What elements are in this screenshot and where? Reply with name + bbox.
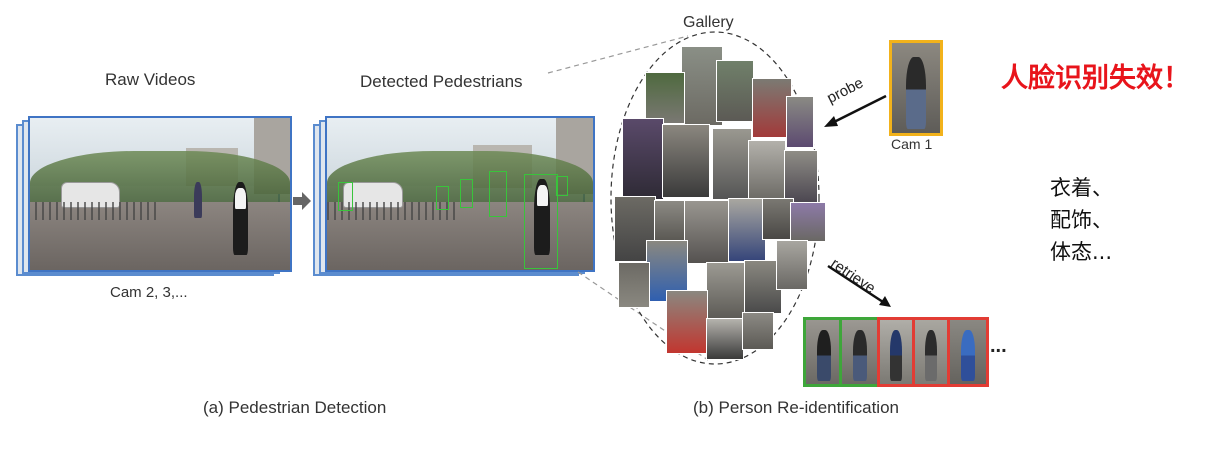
cue-clothing: 衣着、 <box>1050 176 1113 200</box>
gallery-image <box>666 290 708 354</box>
gallery-image <box>776 240 808 290</box>
gallery-image <box>752 78 792 138</box>
gallery-image <box>618 262 650 308</box>
result-mismatch-image <box>877 317 915 387</box>
gallery-image <box>712 128 752 200</box>
result-match-image <box>839 317 881 387</box>
caption-pedestrian-detection: (a) Pedestrian Detection <box>203 398 387 417</box>
gallery-image <box>790 202 826 242</box>
detected-pedestrians-label: Detected Pedestrians <box>360 72 523 91</box>
result-match-image <box>803 317 845 387</box>
raw-videos-label: Raw Videos <box>105 70 196 89</box>
gallery-image <box>645 72 685 124</box>
gallery-image <box>748 140 786 200</box>
detection-box <box>460 178 473 209</box>
cue-posture: 体态... <box>1050 240 1113 264</box>
gallery-image <box>654 200 686 242</box>
cam1-label: Cam 1 <box>891 136 933 152</box>
gallery-label: Gallery <box>683 14 734 31</box>
detection-box <box>337 181 353 212</box>
gallery-image <box>762 198 794 240</box>
gallery-image <box>728 198 766 262</box>
detected-video-frame <box>325 116 595 272</box>
gallery-image <box>716 60 754 122</box>
detection-box <box>436 186 449 210</box>
result-mismatch-image <box>947 317 989 387</box>
probe-image <box>889 40 943 136</box>
gallery-image <box>784 150 818 204</box>
detection-box <box>489 171 508 218</box>
gallery-image <box>662 124 710 198</box>
cams-other-label: Cam 2, 3,... <box>110 284 188 301</box>
gallery-image <box>786 96 814 148</box>
result-mismatch-image <box>912 317 950 387</box>
raw-video-frame <box>28 116 292 272</box>
gallery-image <box>684 200 730 264</box>
face-recognition-fail-note: 人脸识别失效！ <box>1001 63 1190 94</box>
arrow-right-icon <box>293 192 311 210</box>
cue-accessories: 配饰、 <box>1050 208 1113 232</box>
gallery-image <box>744 260 782 314</box>
detection-box <box>523 174 558 269</box>
gallery-image <box>706 318 744 360</box>
results-ellipsis: ... <box>990 335 1007 357</box>
gallery-image <box>742 312 774 350</box>
appearance-cues: 衣着、 配饰、 体态... <box>1050 172 1113 268</box>
caption-person-reid: (b) Person Re-identification <box>693 398 899 417</box>
gallery-image <box>622 118 664 200</box>
detection-box <box>555 175 569 196</box>
